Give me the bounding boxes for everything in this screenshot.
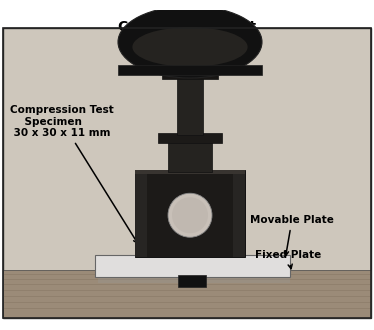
Text: Compression Test: Compression Test: [118, 20, 256, 34]
Bar: [168, 140, 212, 172]
Ellipse shape: [132, 27, 248, 67]
Bar: [135, 170, 147, 257]
Bar: [95, 255, 290, 277]
Bar: [135, 170, 245, 257]
Bar: [118, 65, 262, 75]
Text: Fixed Plate: Fixed Plate: [255, 250, 321, 269]
Ellipse shape: [118, 6, 262, 78]
Text: Compression Test
    Specimen
 30 x 30 x 11 mm: Compression Test Specimen 30 x 30 x 11 m…: [10, 105, 138, 243]
Bar: [135, 170, 245, 174]
Bar: [178, 275, 206, 287]
Circle shape: [172, 197, 208, 233]
Bar: [3, 270, 371, 318]
Bar: [162, 65, 218, 79]
Bar: [177, 75, 203, 135]
Bar: [98, 277, 290, 283]
Bar: [233, 170, 245, 257]
Text: Movable Plate: Movable Plate: [250, 215, 334, 255]
Circle shape: [168, 193, 212, 237]
Bar: [158, 133, 222, 143]
